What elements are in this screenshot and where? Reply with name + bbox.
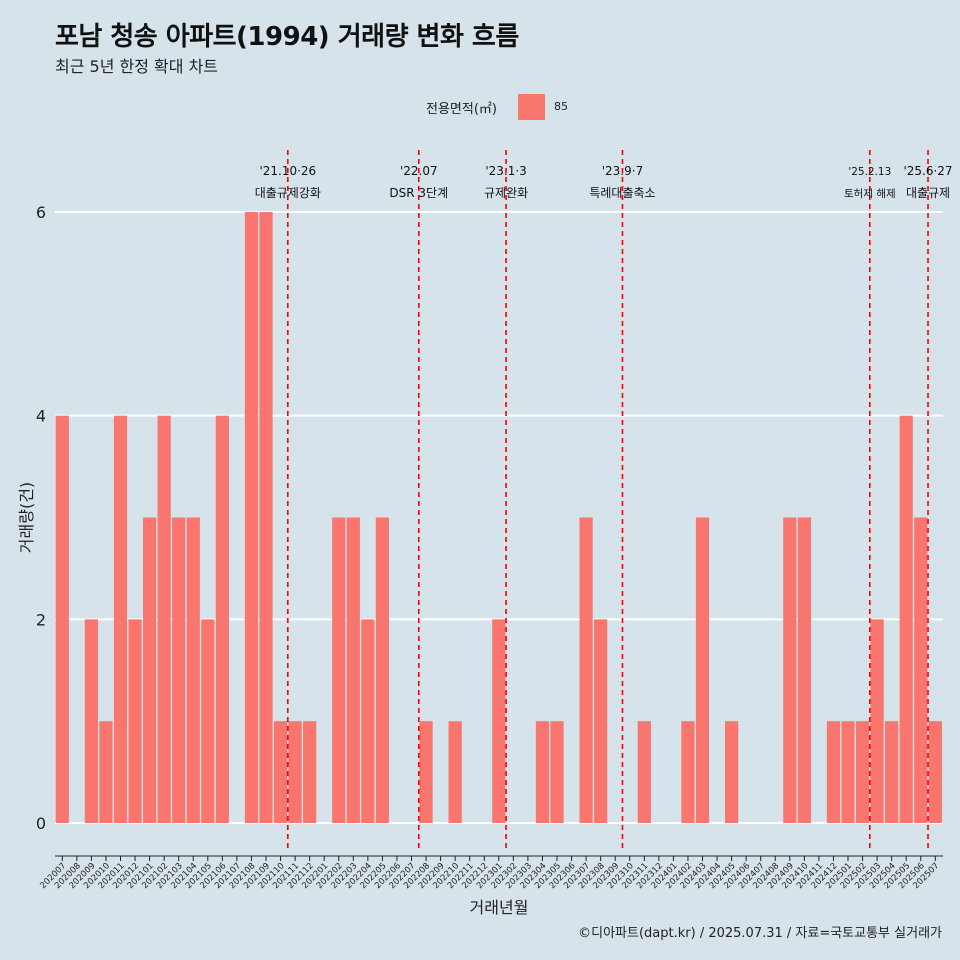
bar-202402 — [681, 721, 695, 823]
event-policy-label: 대출규제강화 — [255, 186, 321, 200]
y-tick-label: 6 — [36, 203, 46, 222]
bar-202311 — [637, 721, 651, 823]
bar-202403 — [695, 517, 710, 823]
event-date-label: '25.2.13 — [848, 166, 891, 178]
bar-202112 — [303, 721, 317, 823]
bar-202007 — [55, 415, 69, 823]
bar-202307 — [579, 517, 593, 823]
y-tick-label: 0 — [36, 814, 46, 833]
legend-title: 전용면적(㎡) — [426, 102, 497, 117]
bar-202010 — [99, 721, 113, 823]
bar-202109 — [259, 212, 273, 823]
event-date-label: '25.6·27 — [903, 164, 952, 178]
bar-202405 — [725, 721, 739, 823]
chart-subtitle: 최근 5년 한정 확대 차트 — [55, 57, 219, 76]
bar-202104 — [186, 517, 200, 823]
bar-202106 — [215, 415, 229, 823]
bar-202502 — [855, 721, 870, 823]
legend-label-85: 85 — [554, 100, 568, 113]
event-policy-label: DSR 3단계 — [389, 186, 448, 200]
legend: 전용면적(㎡) 85 — [0, 94, 960, 120]
event-policy-label: 규제완화 — [484, 186, 528, 200]
y-tick-label: 4 — [36, 407, 46, 426]
bar-202409 — [783, 517, 797, 823]
bar-202501 — [841, 721, 855, 823]
bar-202101 — [143, 517, 157, 823]
bar-202503 — [870, 619, 884, 823]
bar-202301 — [492, 619, 506, 823]
bar-202507 — [928, 721, 942, 823]
bar-202111 — [288, 721, 302, 823]
bar-202012 — [128, 619, 142, 823]
bar-202308 — [594, 619, 608, 823]
event-policy-label: 대출규제 — [906, 186, 950, 200]
legend-key-85 — [518, 94, 545, 120]
bar-202103 — [172, 517, 186, 823]
x-axis-title: 거래년월 — [470, 898, 529, 917]
bar-202412 — [826, 721, 841, 823]
event-date-label: '23.9·7 — [602, 164, 643, 178]
bar-202105 — [201, 619, 215, 823]
event-date-label: '22.07 — [400, 164, 438, 178]
bar-202205 — [375, 517, 389, 823]
y-axis-title: 거래량(건) — [17, 482, 36, 553]
bar-202410 — [797, 517, 811, 823]
event-date-label: '21.10·26 — [259, 164, 316, 178]
bar-202304 — [535, 721, 550, 823]
bar-202202 — [332, 517, 346, 823]
bar-202208 — [419, 721, 433, 823]
bar-202204 — [361, 619, 375, 823]
bar-202102 — [157, 415, 171, 823]
bar-202506 — [914, 517, 928, 823]
bar-202203 — [346, 517, 360, 823]
bar-202108 — [244, 212, 259, 823]
bar-202505 — [899, 415, 913, 823]
source-caption: ©디아파트(dapt.kr) / 2025.07.31 / 자료=국토교통부 실… — [578, 926, 942, 941]
y-tick-label: 2 — [36, 610, 46, 629]
bar-202305 — [550, 721, 564, 823]
bar-202011 — [113, 415, 128, 823]
bar-202504 — [885, 721, 899, 823]
event-policy-label: 특례대출축소 — [589, 186, 655, 200]
event-policy-label: 토허제 해제 — [844, 187, 896, 200]
bar-202210 — [448, 721, 462, 823]
event-date-label: '23.1·3 — [485, 164, 526, 178]
bar-202009 — [84, 619, 98, 823]
chart-title: 포남 청송 아파트(1994) 거래량 변화 흐름 — [55, 22, 519, 52]
bar-202110 — [273, 721, 288, 823]
